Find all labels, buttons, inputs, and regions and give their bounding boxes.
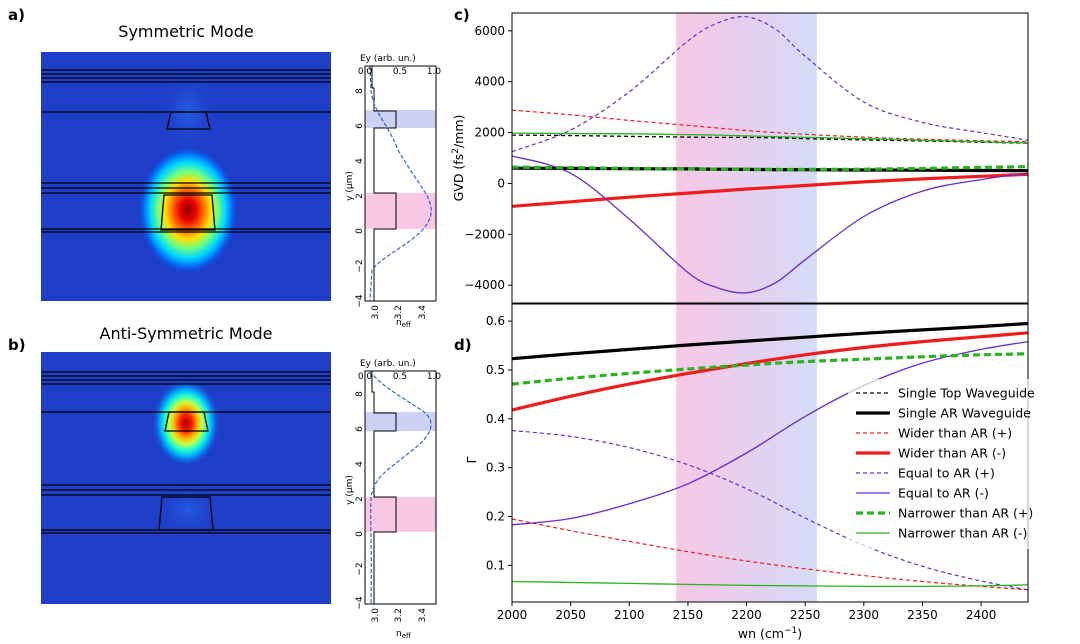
profile-a-bottom-tick: 3.4 [418, 305, 428, 320]
profile-a-xlabel: Ey (arb. un.) [360, 54, 416, 64]
series-line-4 [512, 172, 1028, 208]
legend-label: Wider than AR (+) [898, 426, 1012, 441]
profile-b-bottom-tick: 3.4 [418, 608, 428, 623]
profile-b-bottom-tick: 3.2 [394, 608, 404, 622]
profile-a-top-tick: 0.0 [358, 67, 373, 77]
profile-b-top-tick: 0.0 [358, 372, 373, 382]
profile-b-y-tick: 8 [355, 391, 365, 397]
profile-b-y-tick: 2 [355, 496, 365, 502]
panel-label-a: a) [8, 6, 25, 24]
profile-b-y-tick: 4 [355, 461, 365, 467]
profile-a-y-tick: 0 [355, 228, 365, 234]
profile-a-y-tick: −2 [355, 259, 365, 272]
x-tick-label: 2150 [673, 608, 704, 622]
profile-a-top-tick: 1.0 [427, 67, 442, 77]
gamma-ylabel: Γ [464, 456, 479, 463]
profile-b-xlabel: Ey (arb. un.) [360, 359, 416, 369]
top-waveguide-band [365, 110, 436, 128]
shaded-region [676, 13, 817, 303]
mode-image-symmetric [41, 52, 331, 301]
legend-label: Narrower than AR (+) [898, 506, 1033, 521]
profile-b-y-tick: 6 [355, 426, 365, 432]
profile-a-y-tick: −4 [355, 294, 365, 308]
x-tick-label: 2350 [907, 608, 938, 622]
x-tick-label: 2200 [731, 608, 762, 622]
profile-b-y-tick: 0 [355, 531, 365, 537]
series-line-7 [512, 165, 1028, 172]
profile-plot-b: Ey (arb. un.) 0.0 0.5 1.0 y (μm) 8 6 4 2… [345, 359, 441, 640]
profile-a-ylabel: y (μm) [345, 171, 355, 201]
profile-a-y-tick: 2 [355, 193, 365, 199]
series-line-5 [512, 429, 1028, 591]
profile-a-bottom-label: neff [396, 318, 411, 329]
series-line-7 [512, 352, 1028, 386]
y-tick-label: 0.6 [486, 314, 505, 328]
profile-a-y-tick: 4 [355, 158, 365, 164]
mode-image-antisymmetric [41, 352, 331, 604]
y-tick-label: 2000 [474, 126, 505, 140]
profile-b-y-tick: −2 [355, 562, 365, 575]
y-tick-label: −2000 [464, 227, 505, 241]
profile-a-top-tick: 0.5 [393, 67, 407, 77]
x-tick-label: 2000 [497, 608, 528, 622]
series-line-8 [512, 132, 1028, 144]
profile-b-bottom-tick: 3.0 [371, 608, 381, 623]
series-line-6 [512, 340, 1028, 526]
x-tick-label: 2400 [966, 608, 997, 622]
profile-a-y-tick: 6 [355, 123, 365, 129]
profile-a-bottom-tick: 3.2 [394, 305, 404, 319]
gamma-xlabel: wn (cm−1) [738, 626, 802, 641]
series-line-2 [512, 321, 1028, 361]
profile-b-top-tick: 0.5 [393, 372, 407, 382]
legend-label: Equal to AR (-) [898, 486, 989, 501]
x-tick-label: 2050 [555, 608, 586, 622]
panel-label-d: d) [454, 336, 472, 354]
y-tick-label: 0.4 [486, 412, 505, 426]
legend-label: Narrower than AR (-) [898, 526, 1027, 541]
x-tick-label: 2100 [614, 608, 645, 622]
y-tick-label: 6000 [474, 24, 505, 38]
legend-label: Equal to AR (+) [898, 466, 995, 481]
legend-label: Single Top Waveguide [898, 386, 1035, 401]
panel-label-b: b) [8, 336, 26, 354]
y-tick-label: 0.5 [486, 363, 505, 377]
series-line-6 [512, 155, 1028, 294]
legend: Single Top Waveguide Single AR Waveguide W… [848, 379, 1052, 549]
profile-a-bottom-tick: 3.0 [371, 305, 381, 320]
series-line-4 [512, 331, 1028, 412]
top-waveguide-band [365, 412, 436, 431]
profile-b-ylabel: y (μm) [345, 475, 355, 505]
legend-label: Wider than AR (-) [898, 446, 1006, 461]
series-line-5 [512, 16, 1028, 153]
series-line-3 [512, 109, 1028, 143]
ar-waveguide-band [365, 497, 436, 532]
y-tick-label: −4000 [464, 278, 505, 292]
series-line-8 [512, 580, 1028, 588]
chart-gvd: −4000 −2000 0 2000 4000 6000 GVD (fs2/mm) [451, 13, 1028, 303]
profile-plot-a: Ey (arb. un.) 0.0 0.5 1.0 y (μm) 8 6 4 2… [345, 54, 441, 329]
profile-a-y-tick: 8 [355, 88, 365, 94]
y-tick-label: 0 [497, 176, 505, 190]
legend-label: Single AR Waveguide [898, 406, 1031, 421]
gvd-axes-frame [511, 12, 1029, 304]
series-line-1 [512, 134, 1028, 144]
mode-title-antisymmetric: Anti-Symmetric Mode [99, 324, 273, 343]
y-tick-label: 0.3 [486, 461, 505, 475]
mode-title-symmetric: Symmetric Mode [118, 22, 254, 41]
y-tick-label: 0.1 [486, 558, 505, 572]
profile-b-bottom-label: neff [396, 629, 411, 640]
x-tick-label: 2300 [849, 608, 880, 622]
series-line-3 [512, 518, 1028, 591]
y-tick-label: 4000 [474, 75, 505, 89]
profile-b-y-tick: −4 [355, 596, 365, 610]
ar-waveguide-band [365, 193, 436, 229]
panel-label-c: c) [454, 6, 470, 24]
y-tick-label: 0.2 [486, 510, 505, 524]
x-tick-label: 2250 [790, 608, 821, 622]
gvd-ylabel: GVD (fs2/mm) [451, 115, 466, 202]
profile-b-top-tick: 1.0 [427, 372, 442, 382]
chart-gamma: 0.1 0.2 0.3 0.4 0.5 0.6 2000 2050 2100 2150 2200 2… [464, 304, 1028, 641]
